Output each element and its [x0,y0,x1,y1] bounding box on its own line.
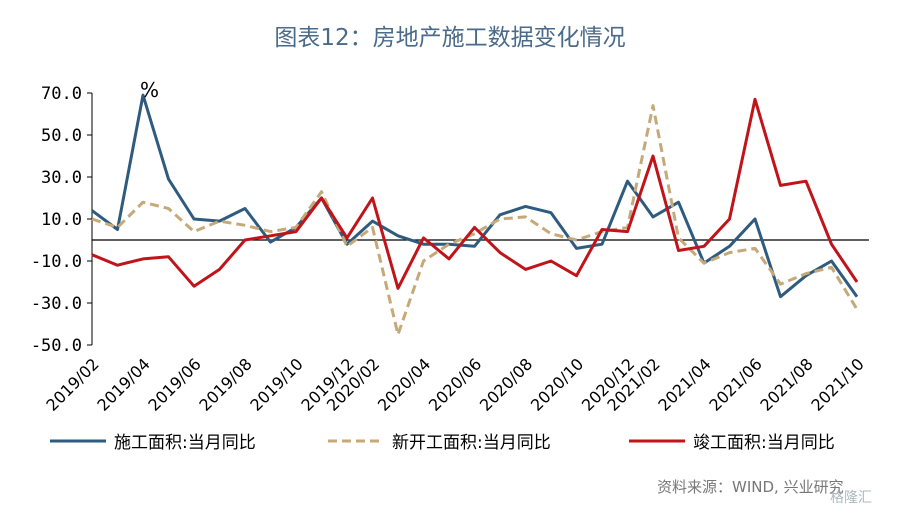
series-line-1 [91,93,859,299]
x-tick-label: 2020/06 [425,354,485,414]
x-tick-label: 2019/04 [93,354,153,414]
legend-swatch-s2 [328,439,384,442]
legend-label-s2: 新开工面积:当月同比 [392,433,551,453]
legend-swatch-s1 [50,439,106,442]
x-tick-label: 2019/02 [42,354,102,414]
x-tick-label: 2020/08 [476,354,536,414]
legend-swatch-s3 [629,439,685,442]
y-tick-label: -30.0 [31,294,82,314]
x-tick-label: 2021/04 [654,354,714,414]
x-tick-label: 2021/08 [756,354,816,414]
legend-item-s3: 竣工面积:当月同比 [627,428,835,453]
x-tick-label: 2021/10 [807,354,867,414]
y-tick-label: -50.0 [31,336,82,356]
y-tick-label: 10.0 [41,210,82,230]
y-tick-label: 50.0 [41,126,82,146]
x-tick-label: 2020/04 [374,354,434,414]
legend-label-s1: 施工面积:当月同比 [114,433,256,453]
y-axis: 70.0 50.0 30.0 10.0 -10.0 -30.0 -50.0 [31,84,93,356]
y-tick-label: 70.0 [41,84,82,104]
y-unit-label: % [140,78,159,102]
watermark-logo: 格隆汇 [830,490,872,506]
series-lines [91,93,859,336]
legend-item-s1: 施工面积:当月同比 [48,428,256,453]
x-tick-label: 2019/06 [144,354,204,414]
x-axis: 2019/022019/042019/062019/082019/102019/… [42,239,869,415]
legend-label-s3: 竣工面积:当月同比 [693,433,835,453]
y-tick-label: -10.0 [31,252,82,272]
series-line-2 [91,104,859,336]
line-chart: 70.050.030.010.0-10.0-30.0-50.0 2019/022… [31,78,869,415]
series-line-3 [91,97,859,290]
source-note: 资料来源：WIND, 兴业研究 [657,478,844,496]
x-tick-label: 2019/08 [195,354,255,414]
x-tick-label: 2020/10 [527,354,587,414]
legend-item-s2: 新开工面积:当月同比 [326,428,551,453]
y-tick-label: 30.0 [41,168,82,188]
x-tick-label: 2019/10 [246,354,306,414]
chart-title: 图表12：房地产施工数据变化情况 [274,25,626,51]
x-tick-label: 2021/06 [705,354,765,414]
